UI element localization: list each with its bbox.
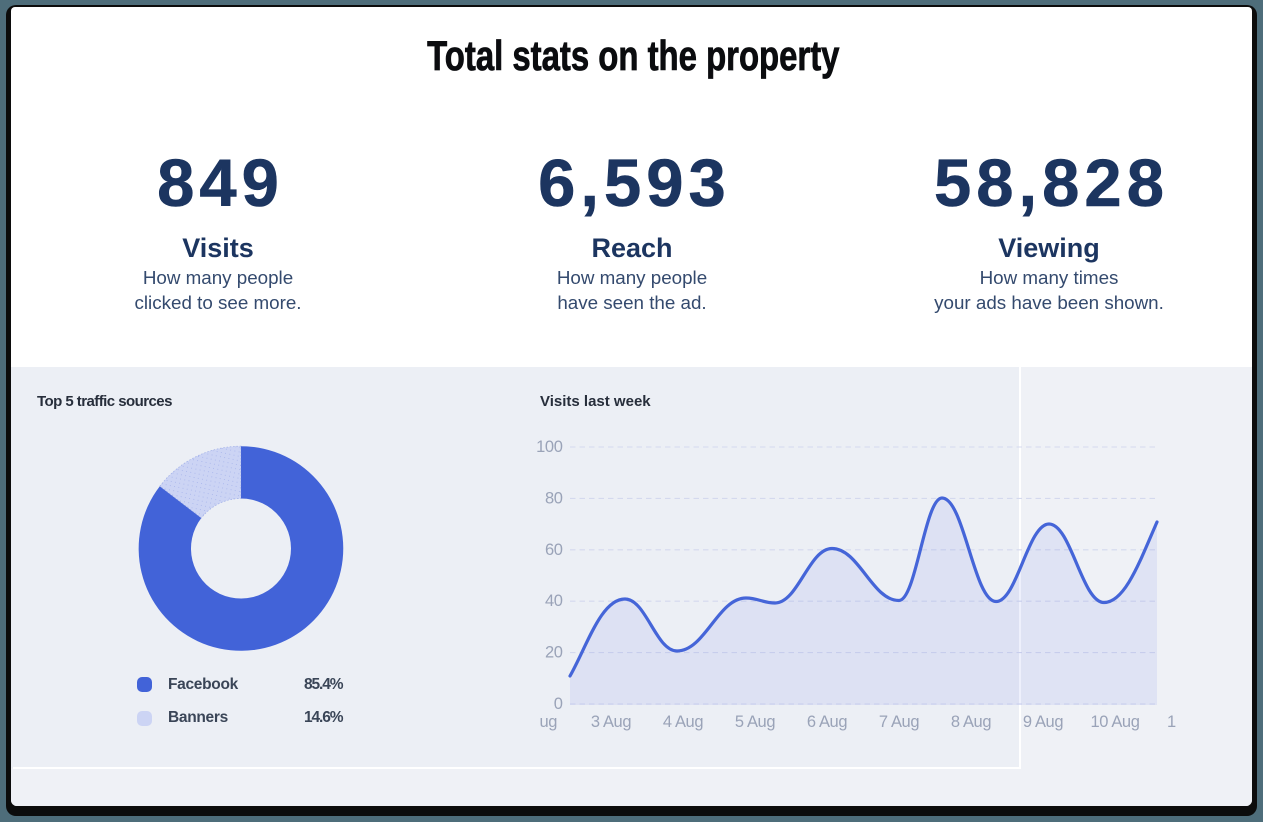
svg-text:100: 100 [536,438,563,456]
svg-text:0: 0 [554,695,563,713]
svg-text:1: 1 [1167,713,1176,731]
svg-text:9 Aug: 9 Aug [1023,713,1063,731]
svg-text:7 Aug: 7 Aug [879,713,919,731]
svg-text:8 Aug: 8 Aug [951,713,991,731]
svg-text:60: 60 [545,541,563,559]
svg-text:3 Aug: 3 Aug [591,713,631,731]
svg-text:20: 20 [545,644,563,662]
svg-text:ug: ug [540,713,558,731]
svg-text:6 Aug: 6 Aug [807,713,847,731]
svg-text:40: 40 [545,592,563,610]
svg-text:80: 80 [545,489,563,507]
svg-text:10 Aug: 10 Aug [1091,713,1140,731]
svg-text:4 Aug: 4 Aug [663,713,703,731]
svg-text:5 Aug: 5 Aug [735,713,775,731]
